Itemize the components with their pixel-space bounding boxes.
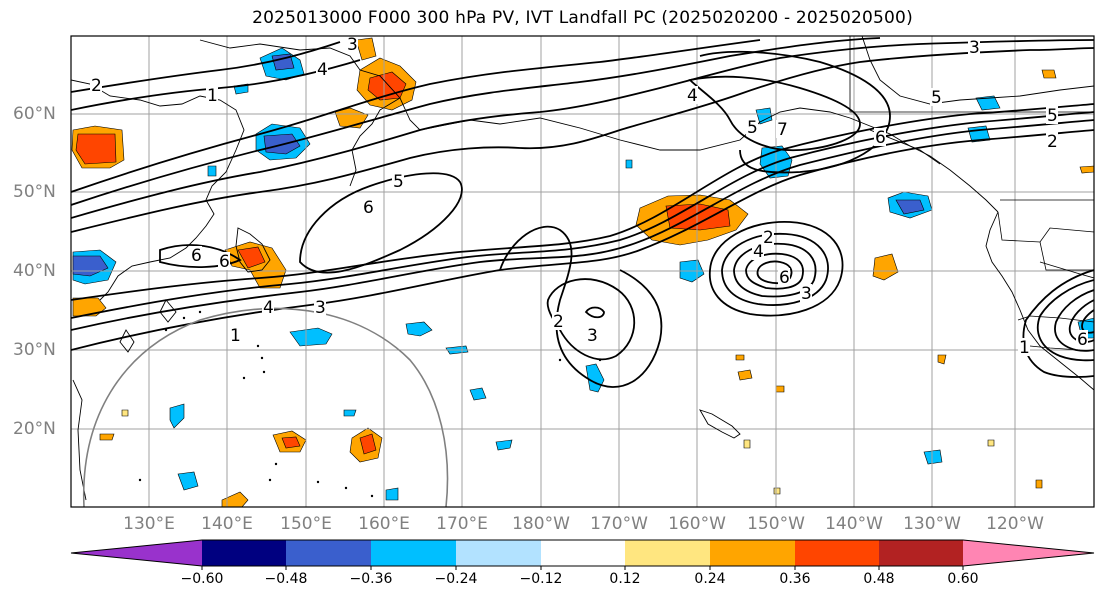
colorbar-segment	[710, 540, 795, 566]
colorbar-segment	[795, 540, 879, 566]
contour-label: 4	[263, 298, 274, 318]
contour-label: 1	[207, 86, 218, 106]
colorbar-tick-label: −0.36	[349, 571, 393, 587]
map-title: 2025013000 F000 300 hPa PV, IVT Landfall…	[252, 8, 913, 28]
contour-label: 3	[587, 326, 598, 346]
lon-label: 160°W	[668, 514, 726, 534]
contour-label: 6	[219, 252, 230, 272]
contour-label: 6	[191, 246, 202, 266]
lon-label: 150°E	[280, 514, 332, 534]
contour-label: 5	[747, 118, 758, 138]
lon-label: 170°E	[436, 514, 488, 534]
contour-label: 2	[763, 228, 774, 248]
island-dots	[138, 310, 602, 498]
colorbar-segment	[371, 540, 456, 566]
contour-label: 2	[553, 312, 564, 332]
contour-label: 3	[969, 38, 980, 58]
contour-label: 4	[687, 86, 698, 106]
lat-label: 20°N	[13, 419, 56, 439]
contour-label: 5	[931, 88, 942, 108]
contour-label: 7	[777, 120, 788, 140]
colorbar-tick-label: 0.12	[609, 571, 641, 587]
lon-label: 130°E	[123, 514, 175, 534]
contour-label: 3	[801, 284, 812, 304]
colorbar-tick-label: −0.24	[434, 571, 478, 587]
contour-label: 1	[230, 326, 241, 346]
borders	[849, 36, 1094, 351]
colorbar-segment	[541, 540, 625, 566]
contour-label: 6	[363, 198, 374, 218]
lat-label: 50°N	[13, 182, 56, 202]
contour-label: 6	[875, 128, 886, 148]
colorbar-tick-label: −0.48	[264, 571, 308, 587]
colorbar-tick-label: −0.12	[519, 571, 563, 587]
colorbar-tick-label: 0.48	[863, 571, 895, 587]
contour-label: 5	[393, 172, 404, 192]
contour-label: 2	[91, 76, 102, 96]
colorbar-tick-label: 0.24	[694, 571, 726, 587]
lon-label: 170°W	[590, 514, 648, 534]
lat-label: 60°N	[13, 104, 56, 124]
contour-label: 3	[315, 298, 326, 318]
lon-label: 180°W	[512, 514, 570, 534]
contour-label: 3	[347, 35, 358, 55]
colorbar-tick-label: 0.60	[947, 571, 979, 587]
contour-label: 6	[779, 268, 790, 288]
colorbar-tick-label: 0.36	[779, 571, 811, 587]
lat-label: 40°N	[13, 261, 56, 281]
shaded-anomalies	[71, 37, 1094, 507]
lon-label: 160°E	[358, 514, 410, 534]
contour-label: 6	[1077, 330, 1088, 350]
map-frame	[70, 35, 1095, 508]
contour-label: 5	[1047, 106, 1058, 126]
lon-label: 140°E	[201, 514, 253, 534]
colorbar-segment	[625, 540, 710, 566]
colorbar-segment	[286, 540, 371, 566]
graticule	[71, 36, 1094, 507]
lon-label: 140°W	[825, 514, 883, 534]
contour-label: 4	[753, 242, 764, 262]
colorbar-segment	[71, 540, 202, 566]
contour-label: 4	[317, 60, 328, 80]
lon-label: 150°W	[747, 514, 805, 534]
colorbar-segment	[202, 540, 286, 566]
colorbar	[70, 539, 1095, 570]
lon-label: 130°W	[903, 514, 961, 534]
lat-label: 30°N	[13, 340, 56, 360]
lon-label: 120°W	[986, 514, 1044, 534]
colorbar-segment	[456, 540, 541, 566]
reference-circle	[82, 307, 449, 507]
contour-label: 2	[1047, 132, 1058, 152]
contour-label-group: 1 1 3 4 5 6 6 4 3 2 3 2 4 6	[90, 35, 1088, 358]
contour-label: 1	[1019, 338, 1030, 358]
colorbar-segment	[963, 540, 1094, 566]
colorbar-tick-label: −0.60	[180, 571, 224, 587]
colorbar-segment	[879, 540, 963, 566]
